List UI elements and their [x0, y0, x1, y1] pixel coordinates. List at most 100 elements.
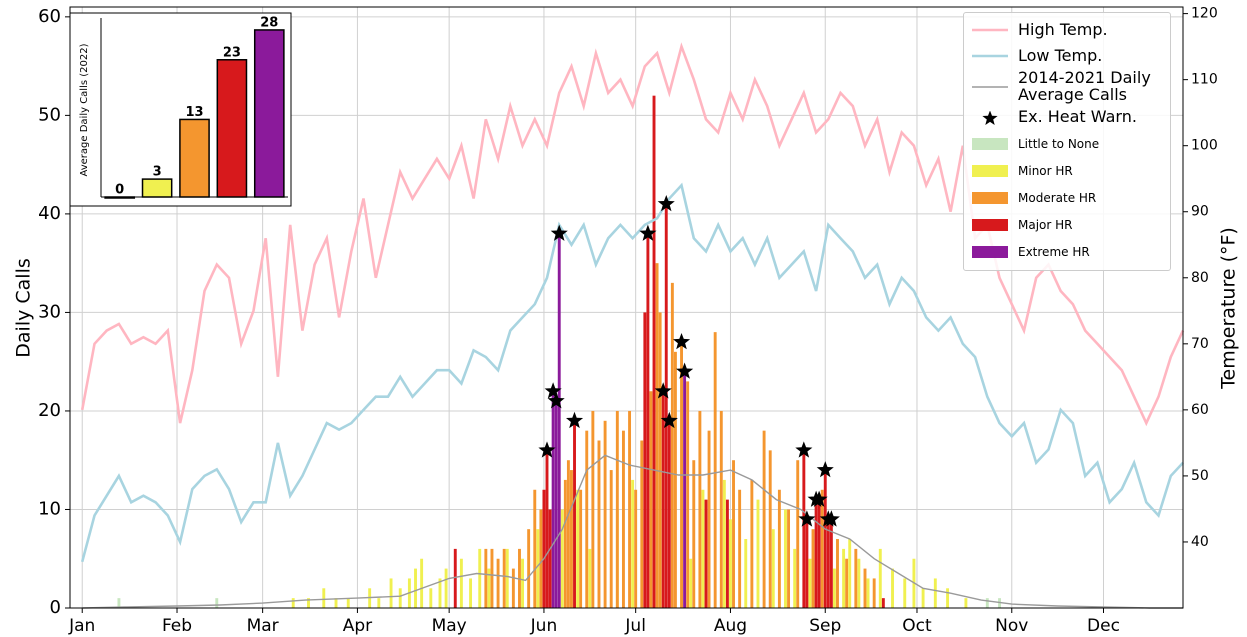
legend-swatch	[972, 192, 1008, 205]
bar	[429, 588, 433, 608]
bar	[444, 568, 448, 608]
bar	[573, 420, 576, 608]
star-marker	[550, 224, 568, 241]
bar	[683, 371, 687, 608]
legend-entry: Moderate HR	[964, 185, 1170, 212]
bar	[964, 598, 968, 608]
bar	[808, 558, 812, 608]
legend-swatch	[972, 165, 1008, 178]
inset-chart: 0 3 13 23 28 Average Daily Calls (2022)	[69, 12, 292, 207]
bar	[521, 558, 524, 608]
star-marker	[822, 510, 840, 527]
star-marker	[660, 411, 678, 429]
bar	[588, 548, 592, 608]
bar	[563, 479, 567, 608]
bar	[652, 95, 656, 609]
y2-tick-label: 60	[1191, 402, 1209, 418]
x-tick-label: Jan	[68, 616, 95, 636]
bar	[823, 470, 827, 608]
bar	[793, 548, 797, 608]
inset-value-label: 28	[260, 15, 278, 30]
bar	[692, 460, 696, 608]
legend-label: Ex. Heat Warn.	[1018, 107, 1137, 127]
star-marker	[538, 441, 556, 458]
bar	[719, 410, 723, 608]
bar	[527, 529, 531, 608]
bar	[420, 558, 424, 608]
bar	[744, 539, 748, 608]
legend-label: Minor HR	[1018, 163, 1073, 178]
inset-value-label: 3	[153, 165, 162, 180]
bar	[536, 529, 540, 608]
x-tick-label: Jun	[530, 616, 558, 636]
x-tick-label: Sep	[809, 616, 841, 636]
x-tick-label: Apr	[343, 616, 372, 636]
bar	[689, 558, 693, 608]
star-marker	[547, 392, 565, 409]
bar	[881, 598, 885, 608]
bar	[664, 204, 668, 608]
legend-swatch	[972, 246, 1008, 259]
bar	[591, 410, 595, 608]
bar	[490, 548, 494, 608]
line	[80, 182, 1184, 563]
legend-entry: Minor HR	[964, 158, 1170, 185]
bar	[487, 568, 491, 608]
bar	[539, 509, 543, 608]
star-marker	[654, 382, 672, 399]
y-axis-label: Daily Calls	[13, 258, 35, 357]
inset-value-label: 0	[115, 183, 124, 198]
bar	[771, 529, 775, 608]
bar	[545, 450, 549, 608]
legend-entry: High Temp.	[964, 17, 1170, 43]
legend-swatch	[972, 138, 1008, 151]
x-tick-label: Aug	[714, 616, 747, 636]
bar	[738, 489, 742, 608]
x-tick-label: Nov	[995, 616, 1028, 636]
legend-label: Low Temp.	[1018, 45, 1103, 65]
bar	[756, 499, 760, 608]
bar	[811, 529, 815, 608]
bar	[655, 263, 659, 608]
bar	[826, 519, 830, 608]
bar	[729, 519, 732, 608]
bar	[768, 450, 772, 608]
bar	[802, 450, 806, 608]
bar	[836, 539, 839, 608]
bar	[585, 430, 589, 608]
bar	[542, 489, 546, 608]
bar	[609, 470, 613, 608]
x-tick-label: Jul	[624, 616, 646, 636]
bar	[854, 548, 858, 608]
bar	[667, 420, 671, 608]
inset-value-label: 13	[185, 105, 203, 120]
bar	[701, 489, 705, 608]
bar	[658, 312, 662, 608]
y2-tick-label: 80	[1191, 270, 1209, 286]
bar	[832, 568, 836, 608]
bar	[707, 430, 711, 608]
y2-tick-label: 50	[1191, 468, 1209, 484]
y2-tick-label: 100	[1191, 138, 1218, 154]
inset-bar	[216, 59, 248, 198]
bar	[334, 598, 338, 608]
bar	[903, 578, 907, 608]
legend-label: 2014-2021 Daily Average Calls	[1018, 68, 1151, 104]
legend-label: Little to None	[1018, 136, 1100, 151]
bar	[762, 430, 766, 608]
bar	[750, 479, 754, 608]
bar	[502, 548, 506, 608]
bar	[842, 548, 846, 608]
legend-swatch	[972, 219, 1008, 232]
bar	[820, 489, 824, 608]
bar	[829, 519, 833, 608]
x-tick-label: Dec	[1087, 616, 1120, 636]
y-tick-label: 60	[38, 6, 61, 27]
bar	[805, 519, 809, 608]
bar	[377, 598, 381, 608]
bar	[704, 499, 708, 608]
legend-label: Extreme HR	[1018, 244, 1090, 259]
plot-frame	[69, 6, 1184, 609]
bar	[845, 558, 849, 608]
bar	[673, 351, 677, 608]
